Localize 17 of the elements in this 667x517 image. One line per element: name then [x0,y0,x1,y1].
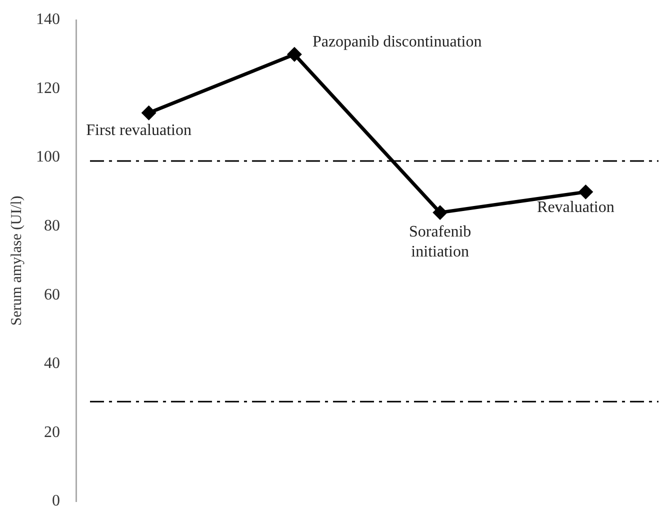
annotation: Pazopanib discontinuation [312,33,482,50]
y-tick-label: 0 [52,492,60,510]
y-tick-label: 80 [44,218,60,235]
annotation: Revaluation [537,198,614,216]
y-tick-label: 120 [36,80,60,97]
y-tick-label: 40 [44,355,60,372]
y-axis-title: Serum amylase (UI/l) [8,196,25,326]
y-tick-label: 100 [36,148,60,166]
point [142,106,156,120]
y-tick-label: 20 [44,424,60,441]
y-tick-label: 140 [36,11,60,28]
point [433,206,447,220]
annotation: First revaluation [86,122,192,139]
annotation: Sorafenib initiation [408,224,472,261]
y-tick-label: 60 [44,286,60,304]
point [288,48,302,62]
point [578,185,592,199]
